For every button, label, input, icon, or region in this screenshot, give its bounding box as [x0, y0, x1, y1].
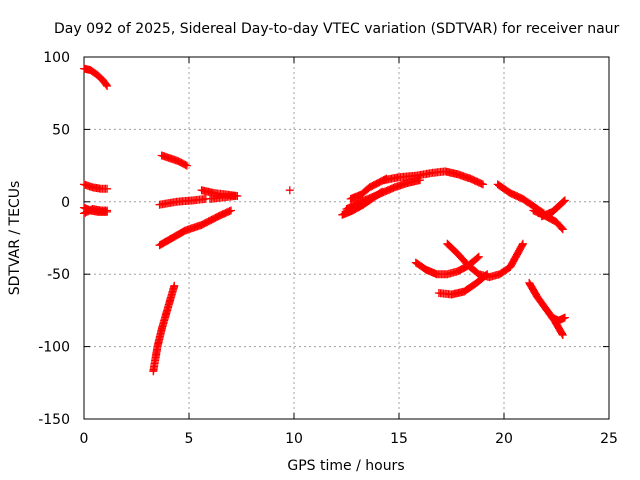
y-tick-label: -100	[38, 340, 70, 356]
x-tick-label: 15	[390, 431, 408, 447]
data-point-markers	[537, 196, 569, 221]
axis-ticks: 0 5 10 15 20 25 -150 -100 -50 0 50 100	[38, 50, 618, 447]
series-arc-20	[443, 239, 527, 282]
data-point-markers	[285, 186, 294, 195]
series-arc-18	[537, 196, 569, 221]
series-arc-15	[380, 167, 487, 189]
series-arc-21	[434, 270, 492, 299]
series-arc-06	[157, 151, 191, 170]
data-point-markers	[443, 239, 527, 282]
series-arc-01	[80, 64, 112, 90]
x-axis-label: GPS time / hours	[287, 458, 404, 474]
data-points	[80, 64, 569, 376]
data-point-markers	[155, 194, 210, 209]
x-tick-label: 20	[495, 431, 513, 447]
y-tick-label: 0	[61, 195, 70, 211]
data-point-markers	[342, 176, 424, 213]
data-point-markers	[155, 206, 235, 250]
data-point-markers	[346, 174, 391, 203]
x-tick-label: 5	[185, 431, 194, 447]
series-arc-11	[285, 186, 294, 195]
y-tick-label: 50	[52, 122, 70, 138]
y-tick-label: -50	[47, 267, 70, 283]
series-arc-22	[525, 278, 567, 339]
y-tick-label: -150	[38, 412, 70, 428]
data-point-markers	[434, 270, 492, 299]
x-tick-label: 25	[600, 431, 618, 447]
series-arc-23	[548, 313, 569, 325]
data-point-markers	[548, 313, 569, 325]
series-arc-07	[155, 206, 235, 250]
plot-frame	[83, 56, 610, 420]
series-arc-02	[80, 180, 112, 193]
series-arc-10	[206, 192, 240, 203]
series-arc-14	[342, 176, 424, 213]
chart-title: Day 092 of 2025, Sidereal Day-to-day VTE…	[54, 21, 620, 37]
series-arc-08	[155, 194, 210, 209]
y-tick-label: 100	[43, 50, 70, 66]
data-point-markers	[149, 281, 179, 376]
grid	[84, 57, 609, 419]
series-arc-04	[80, 205, 112, 218]
x-tick-label: 10	[285, 431, 303, 447]
data-point-markers	[525, 278, 567, 339]
series-arc-13	[346, 174, 391, 203]
data-point-markers	[80, 180, 112, 193]
y-axis-label: SDTVAR / TECUs	[7, 181, 23, 296]
data-point-markers	[80, 64, 112, 90]
series-arc-05	[149, 281, 179, 376]
data-point-markers	[206, 192, 240, 203]
x-tick-label: 0	[80, 431, 89, 447]
data-point-markers	[157, 151, 191, 170]
data-point-markers	[380, 167, 487, 189]
data-point-markers	[80, 205, 112, 218]
